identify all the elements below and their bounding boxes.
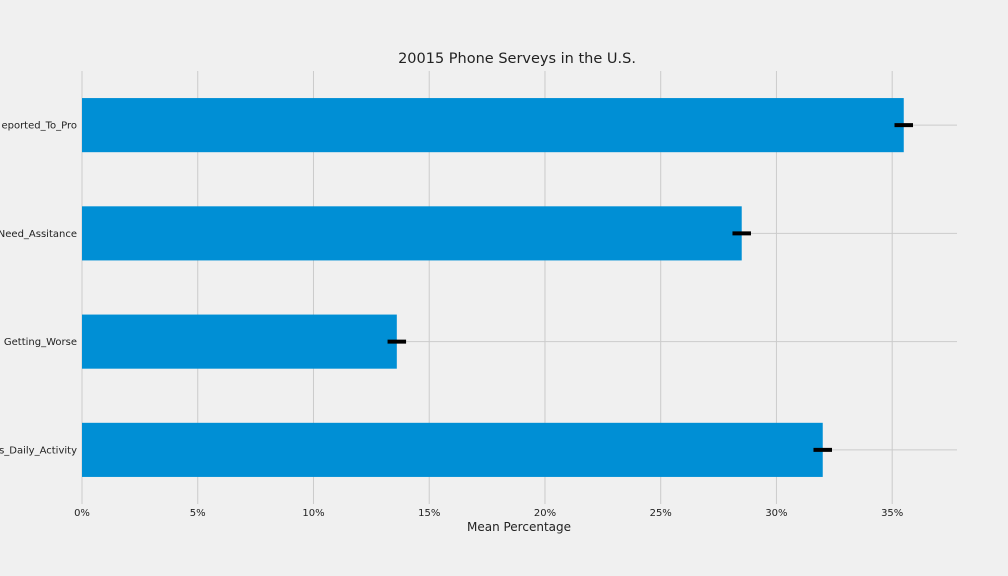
- x-tick-labels: 0% 5% 10% 15% 20% 25% 30% 35%: [74, 508, 903, 519]
- x-tick-label: 20%: [534, 508, 556, 519]
- x-tick-label: 25%: [650, 508, 672, 519]
- bar-layer: [82, 98, 904, 477]
- bar-s-daily-activity: [82, 422, 823, 477]
- x-tick-label: 10%: [302, 508, 324, 519]
- bar-getting-worse: [82, 314, 397, 369]
- y-tick-label: Getting_Worse: [4, 337, 77, 348]
- error-bar-layer: [387, 123, 914, 452]
- y-tick-label: Need_Assitance: [0, 229, 77, 240]
- y-tick-labels: s_Daily_Activity Getting_Worse Need_Assita…: [0, 121, 77, 457]
- x-tick-label: 15%: [418, 508, 440, 519]
- y-tick-label: eported_To_Pro: [1, 121, 77, 132]
- x-axis-label: Mean Percentage: [467, 520, 571, 534]
- y-tick-label: s_Daily_Activity: [0, 445, 77, 456]
- bar-need-assitance: [82, 206, 742, 261]
- x-tick-label: 0%: [74, 508, 90, 519]
- x-tick-label: 35%: [881, 508, 903, 519]
- bar-eported-to-pro: [82, 98, 904, 153]
- x-tick-label: 5%: [190, 508, 206, 519]
- x-tick-label: 30%: [765, 508, 787, 519]
- chart-title: 20015 Phone Serveys in the U.S.: [398, 51, 636, 67]
